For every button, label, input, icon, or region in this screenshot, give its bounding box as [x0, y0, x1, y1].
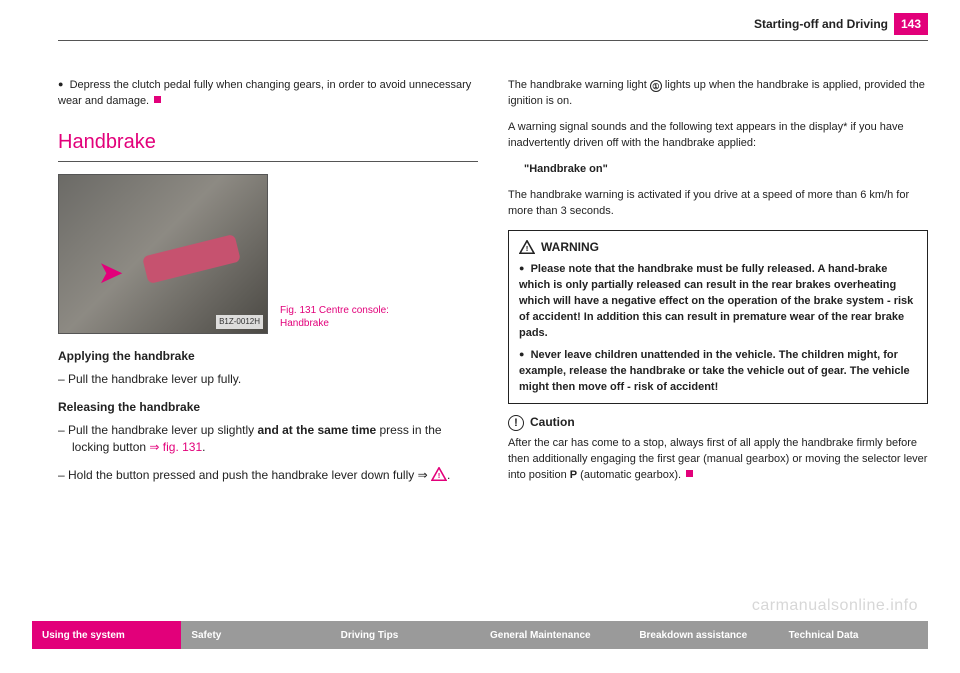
- step-2: – Pull the handbrake lever up slightly a…: [72, 422, 478, 457]
- subhead-applying: Applying the handbrake: [58, 348, 478, 365]
- caution-text: After the car has come to a stop, always…: [508, 436, 928, 484]
- svg-text:!: !: [526, 244, 529, 253]
- step-3: – Hold the button pressed and push the h…: [72, 467, 478, 484]
- handbrake-warning-icon: ①: [650, 80, 662, 92]
- bullet-icon: ●: [519, 263, 524, 273]
- nav-item-technical[interactable]: Technical Data: [779, 621, 928, 649]
- fig-link[interactable]: ⇒ fig. 131: [149, 440, 202, 454]
- section-rule: [58, 161, 478, 162]
- step-2b: and at the same time: [257, 423, 376, 437]
- right-p3: The handbrake warning is activated if yo…: [508, 188, 928, 220]
- right-column: The handbrake warning light ① lights up …: [508, 78, 928, 611]
- nav-item-maintenance[interactable]: General Maintenance: [480, 621, 629, 649]
- warning-item-1: ● Please note that the handbrake must be…: [519, 262, 917, 342]
- nav-item-breakdown[interactable]: Breakdown assistance: [629, 621, 778, 649]
- intro-paragraph: ● Depress the clutch pedal fully when ch…: [58, 78, 478, 110]
- r-p1a: The handbrake warning light: [508, 79, 650, 91]
- caution-pos: P: [570, 469, 577, 481]
- svg-text:!: !: [438, 471, 441, 480]
- warning-box: ! WARNING ● Please note that the handbra…: [508, 230, 928, 405]
- warning-triangle-icon: !: [431, 467, 447, 481]
- warning-item-2: ● Never leave children unattended in the…: [519, 348, 917, 396]
- figure-wrap: ➤ B1Z-0012H Fig. 131 Centre console: Han…: [58, 174, 478, 334]
- caution-b: (automatic gearbox).: [577, 469, 681, 481]
- caution-title: Caution: [530, 414, 575, 431]
- arrow-icon: ➤: [99, 253, 122, 294]
- intro-text: Depress the clutch pedal fully when chan…: [58, 79, 471, 107]
- figure-caption: Fig. 131 Centre console: Handbrake: [280, 304, 400, 334]
- right-p1: The handbrake warning light ① lights up …: [508, 78, 928, 110]
- section-title: Handbrake: [58, 128, 478, 157]
- nav-item-safety[interactable]: Safety: [181, 621, 330, 649]
- handbrake-lever-shape: [142, 234, 241, 284]
- nav-item-using[interactable]: Using the system: [32, 621, 181, 649]
- end-mark-icon: [154, 96, 161, 103]
- page-number: 143: [894, 13, 928, 35]
- warn1-text: Please note that the handbrake must be f…: [519, 263, 913, 339]
- chapter-title: Starting-off and Driving: [754, 17, 888, 31]
- caution-icon: !: [508, 415, 524, 431]
- nav-item-driving[interactable]: Driving Tips: [331, 621, 480, 649]
- subhead-releasing: Releasing the handbrake: [58, 399, 478, 416]
- left-column: ● Depress the clutch pedal fully when ch…: [58, 78, 478, 611]
- header-rule: [58, 40, 928, 41]
- figure-code: B1Z-0012H: [216, 315, 263, 329]
- bottom-nav-bar: Using the system Safety Driving Tips Gen…: [32, 621, 928, 649]
- right-p2: A warning signal sounds and the followin…: [508, 120, 928, 152]
- step-3a: – Hold the button pressed and push the h…: [58, 468, 431, 482]
- warning-title: WARNING: [541, 239, 599, 256]
- watermark: carmanualsonline.info: [752, 597, 918, 615]
- caution-heading: ! Caution: [508, 414, 928, 431]
- bullet-icon: ●: [58, 79, 63, 89]
- step-1: – Pull the handbrake lever up fully.: [72, 371, 478, 388]
- quote: "Handbrake on": [508, 162, 928, 178]
- figure-image: ➤ B1Z-0012H: [58, 174, 268, 334]
- step-2a: – Pull the handbrake lever up slightly: [58, 423, 257, 437]
- warn2-text: Never leave children unattended in the v…: [519, 349, 910, 393]
- content-columns: ● Depress the clutch pedal fully when ch…: [58, 78, 928, 611]
- warning-heading: ! WARNING: [519, 239, 917, 256]
- end-mark-icon: [686, 470, 693, 477]
- bullet-icon: ●: [519, 349, 524, 359]
- warning-triangle-icon: !: [519, 240, 535, 254]
